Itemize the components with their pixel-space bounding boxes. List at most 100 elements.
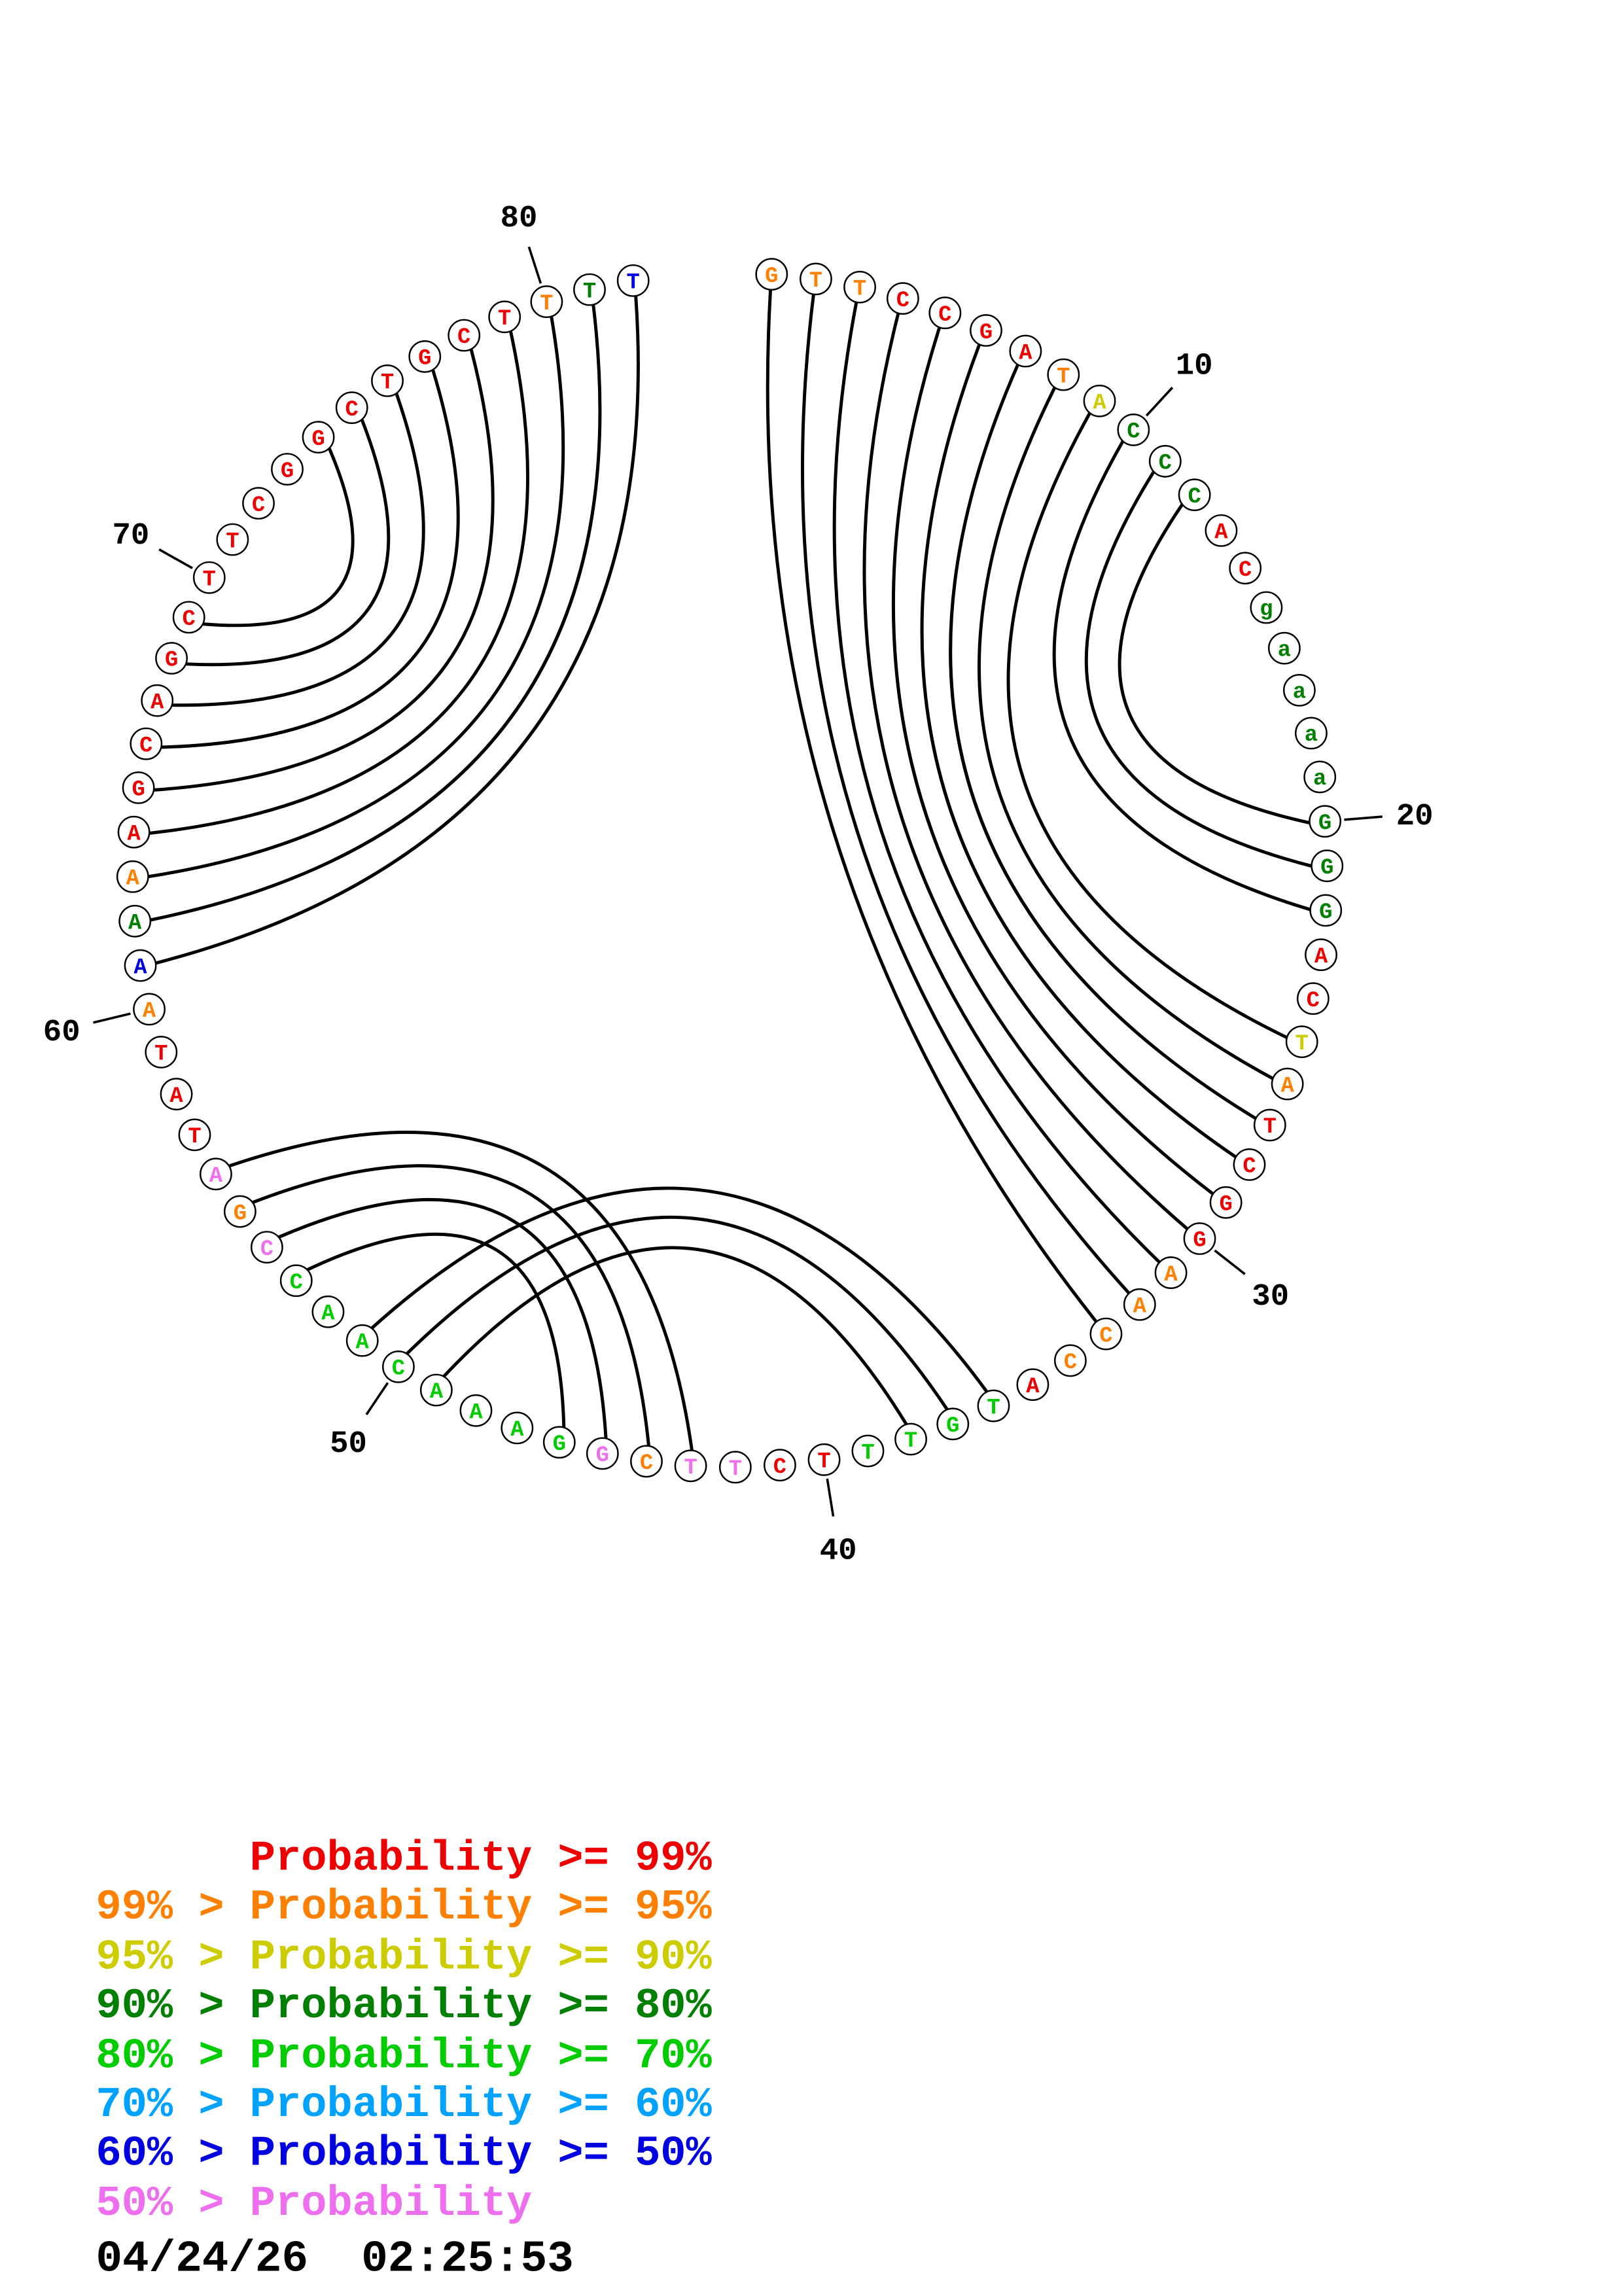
circle-plot: G T T CCGATACCCACgaaaaGGGACTATCGGAACCATGTTT… (43, 202, 1434, 1569)
nucleotide-circle (977, 1389, 1010, 1422)
base-pair-arc (766, 289, 1098, 1323)
nucleotide-letter: A (469, 1401, 483, 1426)
nucleotide-letter: A (1019, 341, 1032, 366)
nucleotide-letter: A (133, 955, 147, 980)
nucleotide-letter: G (1319, 900, 1332, 925)
position-label: 30 (1252, 1280, 1289, 1315)
nucleotide-circle (886, 282, 919, 315)
nucleotide-letter: G (311, 427, 325, 452)
nucleotide-circle (1053, 1344, 1087, 1377)
nucleotide-circle (928, 296, 962, 330)
nucleotide-circle (242, 487, 275, 520)
base-pair-arc (1118, 503, 1311, 824)
position-label: 80 (501, 202, 538, 236)
nucleotide-circle (894, 1422, 927, 1456)
position-tick (158, 548, 193, 569)
nucleotide-circle (302, 421, 335, 454)
position-tick (826, 1478, 835, 1517)
nucleotide-letter: C (183, 607, 196, 632)
nucleotide-circle (1294, 716, 1328, 750)
nucleotide-circle (117, 815, 150, 849)
nucleotide-circle (223, 1195, 256, 1228)
nucleotide-circle (530, 285, 563, 318)
nucleotide-letter: a (1305, 723, 1318, 748)
nucleotide-circle (1233, 1148, 1266, 1181)
base-pair-arc (891, 326, 1214, 1195)
nucleotide-letter: C (1159, 451, 1172, 476)
base-pair-arc (228, 1131, 694, 1452)
nucleotide-circle (448, 319, 481, 352)
nucleotide-circle (1285, 1025, 1318, 1059)
nucleotide-letter: T (154, 1042, 167, 1067)
nucleotide-letter: A (143, 999, 156, 1024)
base-pair-arc (1084, 470, 1313, 868)
nucleotide-letter: G (1219, 1193, 1232, 1218)
legend: Probability >= 99% 99% > Probability >= 9… (96, 1834, 711, 2228)
legend-item: 70% > Probability >= 60% (96, 2080, 712, 2130)
nucleotide-circle (279, 1264, 313, 1298)
base-pair-arc (801, 293, 1131, 1294)
nucleotide-letter: T (817, 1450, 830, 1475)
nucleotide-circle (172, 601, 205, 634)
nucleotide-circle (1296, 982, 1330, 1016)
nucleotide-circle (178, 1118, 211, 1152)
base-pair-arc (185, 418, 391, 667)
legend-item: 99% > Probability >= 95% (96, 1883, 712, 1933)
base-pair-arc (171, 392, 425, 707)
nucleotide-circle (419, 1373, 453, 1407)
nucleotide-letter: G (979, 321, 993, 345)
nucleotide-circle (807, 1443, 841, 1476)
nucleotide-circle (1083, 384, 1116, 417)
base-pair-arc (160, 368, 460, 749)
nucleotide-circle (1309, 805, 1341, 838)
nucleotide-letter: C (1307, 989, 1320, 1014)
nucleotide-circle (616, 264, 650, 297)
nucleotide-letter: T (861, 1441, 874, 1466)
nucleotide-circle (1178, 478, 1211, 512)
nucleotide-letter: C (1127, 420, 1140, 445)
base-pair-arc (978, 386, 1274, 1080)
base-pair-arc (1052, 440, 1311, 911)
base-pair-arc (148, 330, 529, 835)
nucleotide-circle (1123, 1288, 1156, 1321)
nucleotide-layer: G T T CCGATACCCACgaaaaGGGACTATCGGAACCATGTTT… (116, 258, 1344, 1484)
nucleotide-circle (192, 561, 226, 594)
legend-item: 60% > Probability >= 50% (96, 2129, 712, 2179)
nucleotide-letter: T (987, 1396, 1000, 1421)
nucleotide-letter: A (1164, 1263, 1178, 1288)
base-pair-arc (370, 1186, 989, 1393)
nucleotide-circle (1183, 1222, 1216, 1255)
nucleotide-letter: A (321, 1302, 335, 1327)
nucleotide-circle (718, 1451, 752, 1484)
nucleotide-circle (936, 1407, 970, 1441)
nucleotide-circle (124, 949, 157, 982)
position-tick (365, 1382, 389, 1415)
base-pair-arc (832, 301, 1161, 1263)
base-pair-arc (920, 344, 1237, 1159)
nucleotide-circle (1305, 938, 1337, 972)
base-pair-arc (251, 1164, 650, 1447)
nucleotide-letter: C (1064, 1351, 1077, 1375)
nucleotide-circle (1205, 514, 1238, 547)
nucleotide-circle (1250, 591, 1283, 624)
nucleotide-letter: T (203, 567, 216, 592)
nucleotide-circle (1009, 334, 1042, 368)
base-pair-arc (1006, 412, 1288, 1039)
nucleotide-circle (1209, 1186, 1243, 1219)
base-pair-arc (149, 304, 602, 922)
base-pair-arc (442, 1246, 908, 1426)
nucleotide-letter: C (773, 1455, 786, 1480)
position-tick (1145, 387, 1174, 417)
nucleotide-circle (250, 1231, 283, 1263)
nucleotide-letter: G (418, 347, 431, 372)
nucleotide-letter: A (1214, 521, 1228, 546)
position-tick (1214, 1249, 1246, 1275)
nucleotide-circle (118, 904, 152, 938)
nucleotide-circle (1154, 1256, 1188, 1289)
nucleotide-letter: G (1318, 811, 1331, 836)
nucleotide-letter: T (498, 307, 511, 332)
base-pair-arc (152, 348, 495, 792)
nucleotide-letter: T (188, 1125, 201, 1150)
nucleotide-circle (133, 993, 166, 1026)
